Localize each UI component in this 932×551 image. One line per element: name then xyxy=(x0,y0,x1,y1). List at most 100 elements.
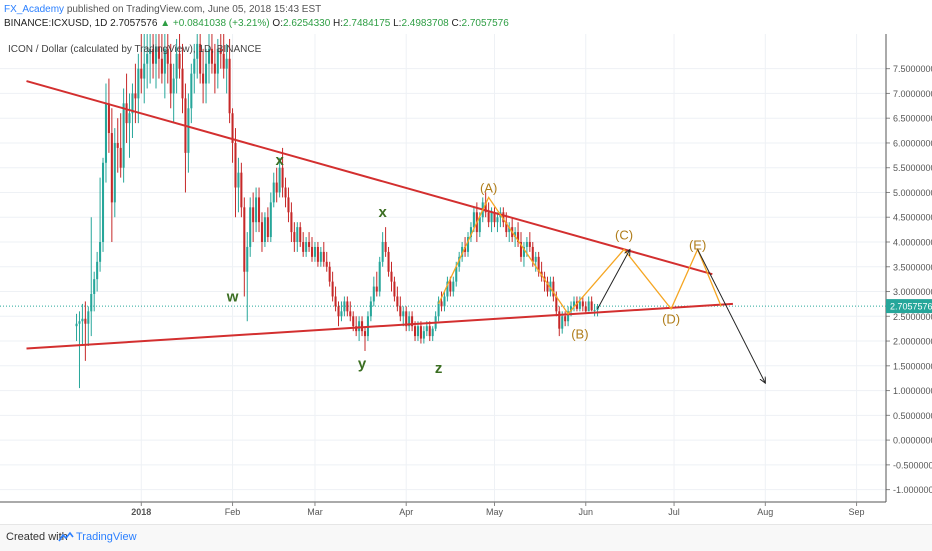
x-tick-label: Feb xyxy=(225,507,241,517)
candle-body xyxy=(205,63,208,84)
candle xyxy=(431,326,434,342)
candle-body xyxy=(87,311,90,324)
candle xyxy=(196,34,199,79)
candle-body xyxy=(570,306,573,312)
candle-body xyxy=(125,103,128,124)
trendline-lower xyxy=(26,302,733,350)
candle-body xyxy=(387,251,390,272)
candle xyxy=(558,306,561,337)
x-tick-label: May xyxy=(486,507,504,517)
y-tick-label: 7.0000000 xyxy=(893,89,932,99)
last-price: 2.7057576 xyxy=(110,18,158,29)
plot-layer xyxy=(0,34,886,389)
candle-body xyxy=(290,212,293,233)
candle-body xyxy=(196,43,199,59)
candle xyxy=(346,296,349,317)
candle-body xyxy=(166,48,169,64)
candle-body xyxy=(411,316,414,327)
candle-body xyxy=(110,133,113,203)
candle-body xyxy=(446,281,449,297)
y-tick-label: 5.5000000 xyxy=(893,163,932,173)
candle-body xyxy=(581,301,584,307)
candle-body xyxy=(325,261,328,267)
author-link[interactable]: FX_Academy xyxy=(4,4,65,15)
candle xyxy=(87,306,90,346)
candle-body xyxy=(490,212,493,223)
candle xyxy=(257,187,261,233)
candle xyxy=(378,256,381,297)
x-tick-label: Aug xyxy=(757,507,773,517)
published-text: published on TradingView.com, June 05, 2… xyxy=(66,4,322,15)
candle-body xyxy=(152,48,155,64)
candle-body xyxy=(343,301,346,312)
chart-area[interactable]: 7.5000000 7.0000000 6.5000000 6.0000000 5.50… xyxy=(0,34,932,520)
candle-body xyxy=(243,207,246,272)
wave-label-wxyz: z xyxy=(435,360,443,377)
candle xyxy=(302,232,305,257)
candle-body xyxy=(508,227,511,233)
last-price-tag-label: 2.7057576 xyxy=(890,302,932,312)
candle-body xyxy=(393,281,396,297)
high-value: 2.7484175 xyxy=(343,18,391,29)
change-value: +0.0841038 (+3.21%) xyxy=(172,18,270,29)
candle-body xyxy=(399,306,402,317)
candle xyxy=(296,222,299,252)
candle xyxy=(152,34,155,79)
candle-body xyxy=(237,172,240,188)
candle xyxy=(222,34,225,79)
candle-body xyxy=(455,266,458,282)
candle xyxy=(269,192,272,242)
candle-body xyxy=(240,172,243,208)
wave-label-wxyz: x xyxy=(378,204,387,221)
candle xyxy=(452,276,455,297)
candle-body xyxy=(425,326,428,332)
candle-body xyxy=(440,301,443,307)
candle-body xyxy=(381,242,384,262)
candle xyxy=(584,301,587,314)
candle xyxy=(549,276,552,297)
candle-body xyxy=(305,242,308,252)
candle xyxy=(278,157,281,198)
candle-body xyxy=(575,301,578,309)
candle xyxy=(207,34,211,84)
candle xyxy=(349,301,352,322)
candle xyxy=(384,227,387,257)
candle-body xyxy=(525,242,528,247)
candle xyxy=(310,237,314,262)
candle-body xyxy=(414,326,417,337)
candle xyxy=(316,242,319,267)
open-label: O: xyxy=(272,18,283,29)
candle-body xyxy=(128,113,131,124)
candle-body xyxy=(378,261,381,292)
candle-body xyxy=(296,227,299,242)
candle-body xyxy=(222,53,225,69)
candle-body xyxy=(293,232,296,242)
candle-body xyxy=(487,212,490,223)
candle xyxy=(205,48,208,104)
candle-body xyxy=(75,323,78,327)
candle-body xyxy=(422,331,425,339)
candle-body xyxy=(558,311,561,329)
candle xyxy=(134,63,137,124)
candle xyxy=(275,167,278,203)
candle-body xyxy=(160,58,163,74)
y-tick-label: 0.0000000 xyxy=(893,436,932,446)
candle xyxy=(284,177,287,208)
candle xyxy=(305,237,308,257)
candle-body xyxy=(372,286,375,302)
candle-body xyxy=(81,318,84,322)
candle-body xyxy=(590,301,593,311)
candle xyxy=(119,113,122,178)
candle xyxy=(116,118,119,173)
tradingview-brand-link[interactable]: TradingView xyxy=(76,531,137,543)
y-tick-label: 7.5000000 xyxy=(893,64,932,74)
candle xyxy=(590,296,593,312)
candle xyxy=(252,192,255,242)
candle xyxy=(446,276,449,302)
candle xyxy=(313,242,316,262)
price-chart[interactable]: 7.5000000 7.0000000 6.5000000 6.0000000 5.50… xyxy=(0,34,932,520)
candle xyxy=(175,38,178,94)
candle xyxy=(107,78,110,153)
candle xyxy=(334,286,337,312)
tradingview-logo-icon xyxy=(58,531,74,542)
